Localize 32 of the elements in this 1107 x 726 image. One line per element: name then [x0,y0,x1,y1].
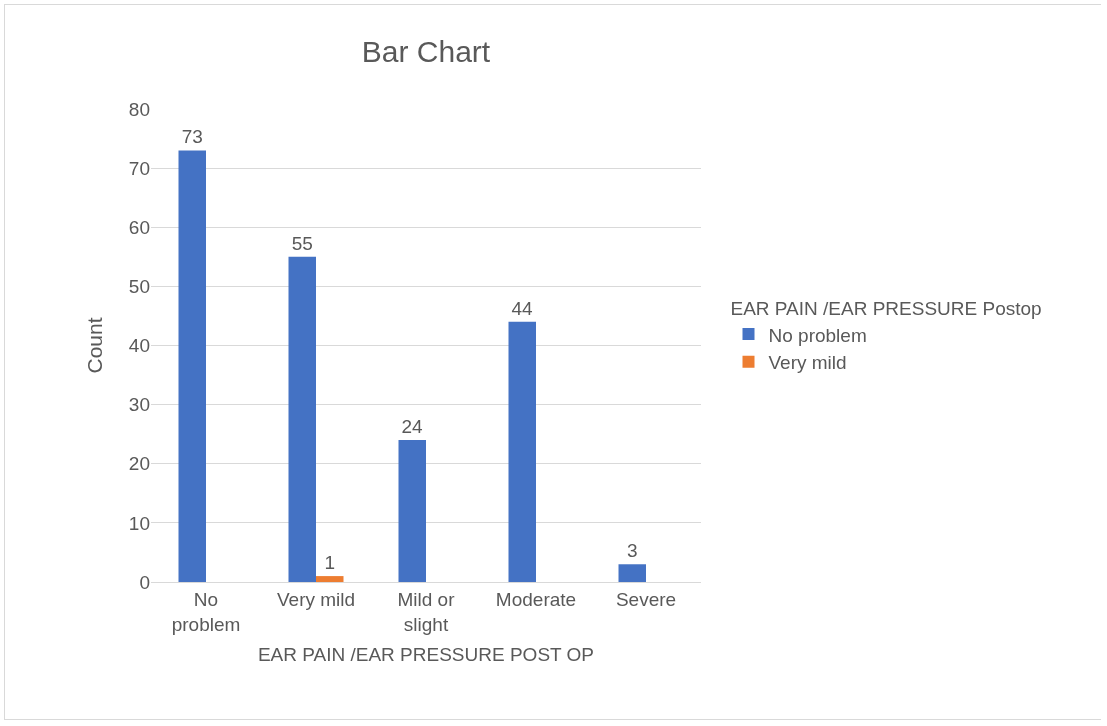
x-axis-title: EAR PAIN /EAR PRESSURE POST OP [257,644,595,666]
y-tick-label: 10 [128,512,150,534]
legend-label: No problem [768,324,867,346]
bar [508,321,536,582]
y-tick-label: 0 [139,571,150,593]
x-tick-label: Very mild [276,588,356,610]
bar [618,564,646,582]
x-tick-label: Mild or slight [397,588,456,635]
y-tick-label: 60 [128,216,150,238]
data-label: 3 [626,540,638,562]
bar [288,256,316,582]
legend-label: Very mild [768,352,847,374]
y-tick-label: 40 [128,335,150,357]
x-tick-label: Moderate [495,588,577,610]
data-label: 1 [324,552,336,574]
legend-title: EAR PAIN /EAR PRESSURE Postop [730,298,1042,320]
x-tick-label: Severe [615,588,677,610]
data-label: 44 [511,297,534,319]
y-tick-label: 50 [128,276,150,298]
bar [316,576,344,582]
x-tick-label: No problem [171,588,241,635]
y-tick-label: 20 [128,453,150,475]
y-axis-title: Count [83,317,107,374]
data-label: 73 [181,126,203,148]
y-tick-label: 80 [128,98,150,120]
chart-title: Bar Chart [361,34,491,68]
y-tick-label: 30 [128,394,150,416]
data-label: 24 [401,416,424,438]
bar [178,150,206,582]
y-tick-label: 70 [128,157,150,179]
bar [398,440,426,582]
data-label: 55 [291,232,313,254]
